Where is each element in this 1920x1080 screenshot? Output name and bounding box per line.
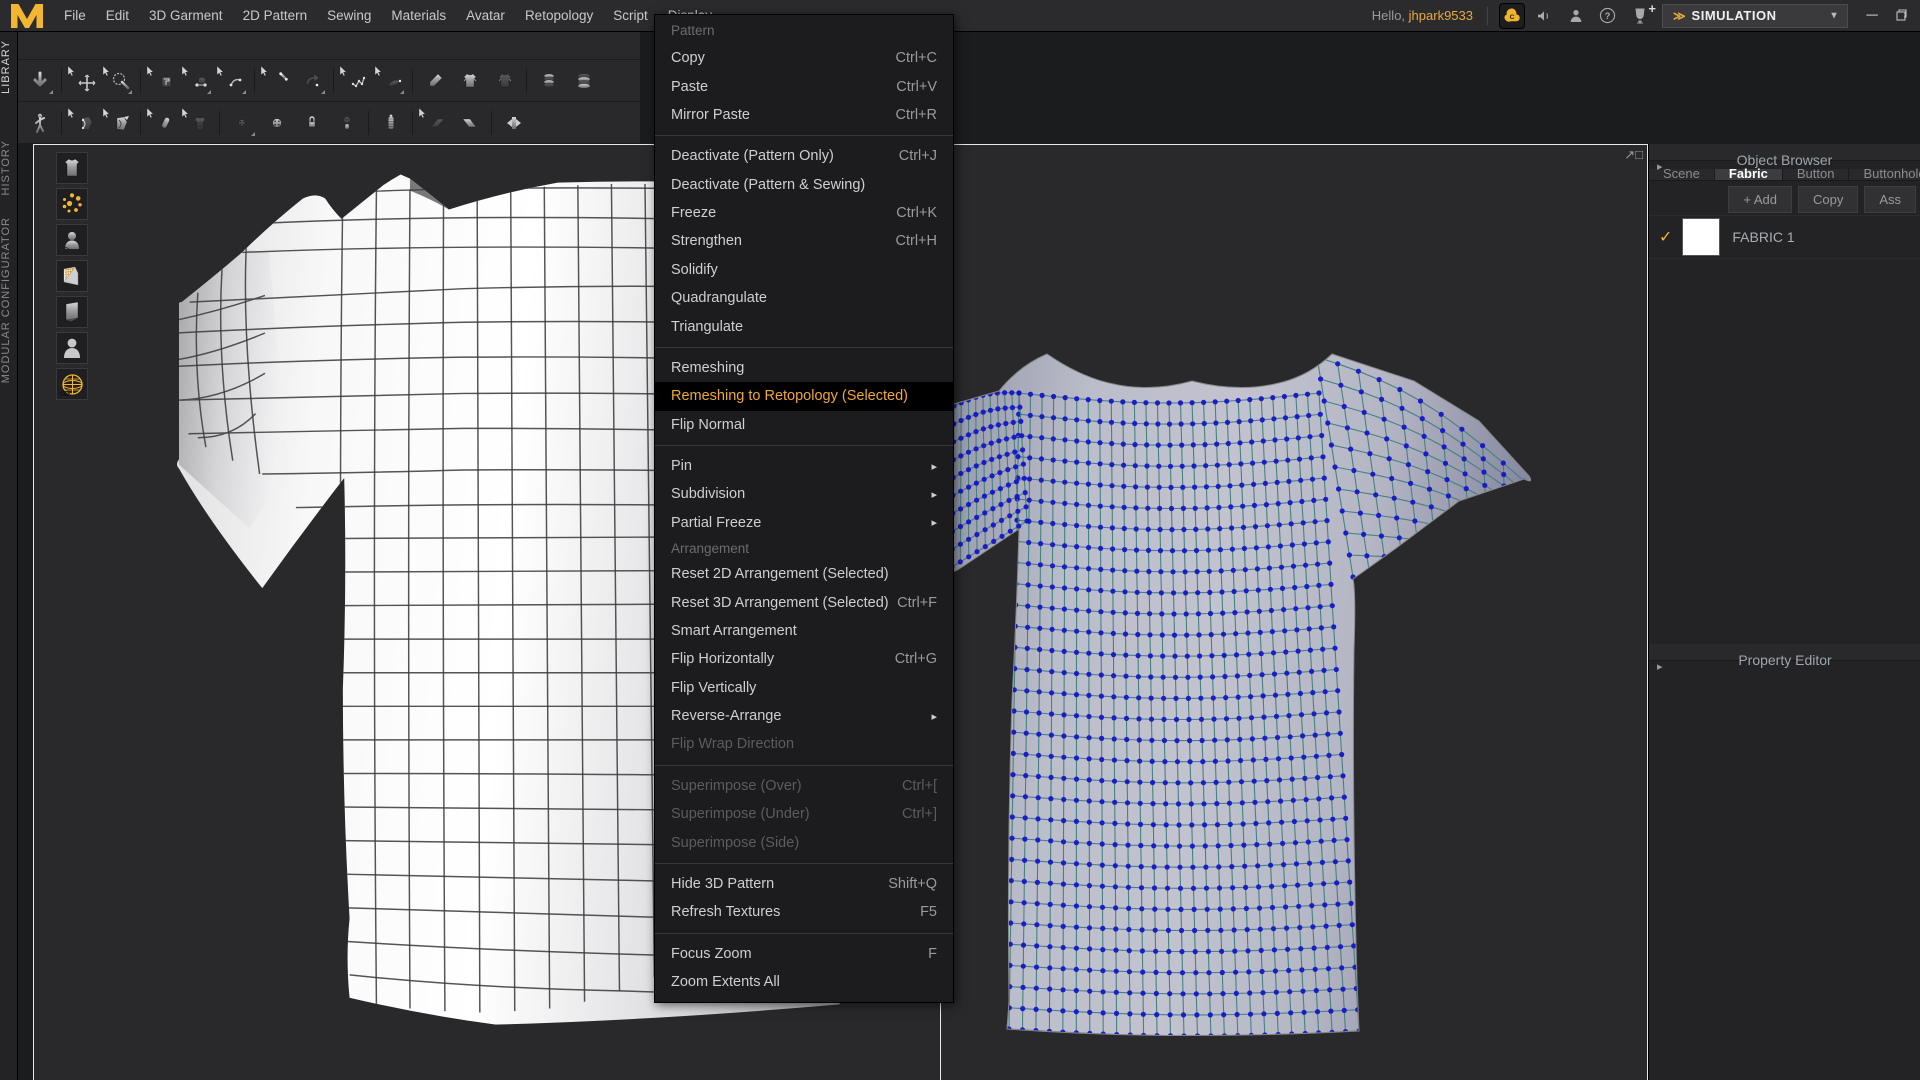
svg-text:?: ? <box>1605 11 1611 21</box>
svg-text:C: C <box>1510 14 1515 21</box>
